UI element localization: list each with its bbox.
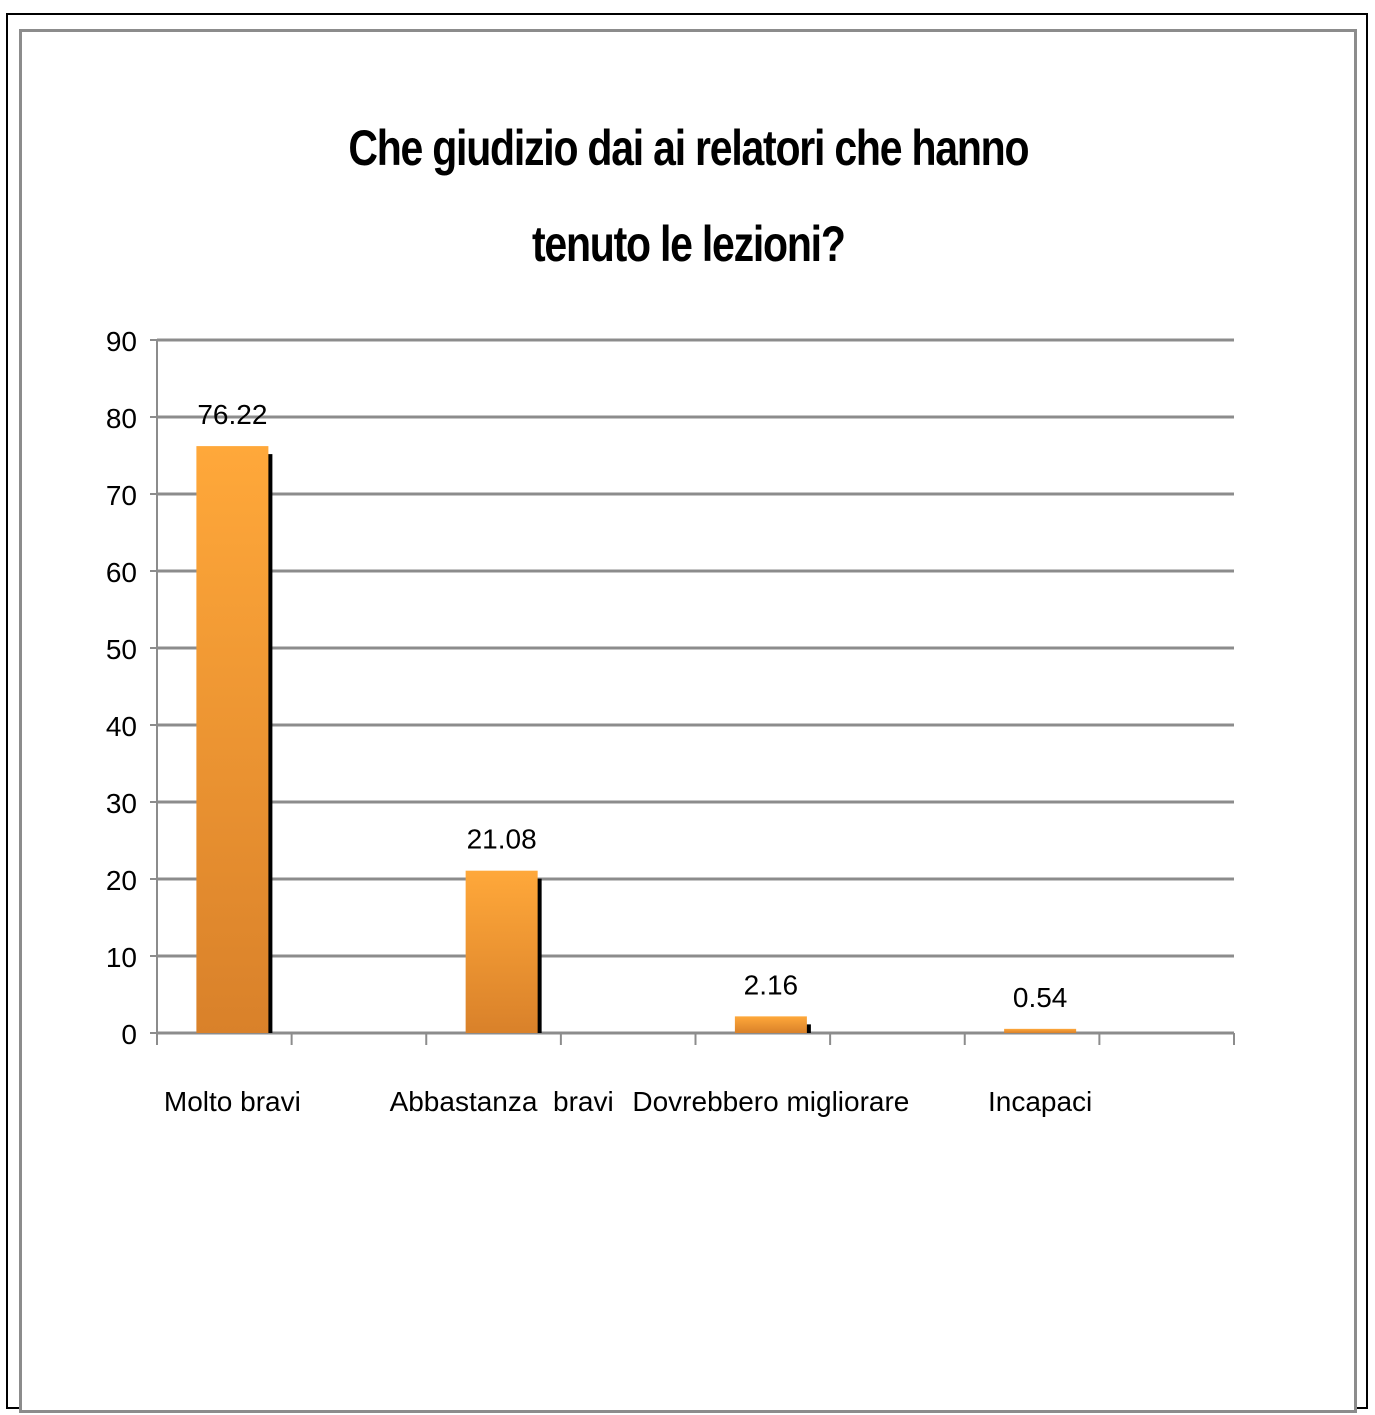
axes [150,339,1235,1045]
bar [465,870,538,1033]
y-tick-label: 80 [106,403,137,434]
x-category-label: Dovrebbero migliorare [632,1086,909,1117]
y-tick-label: 20 [106,865,137,896]
bar [734,1016,807,1033]
gridlines [157,338,1234,958]
chart-title-line-2: tenuto le lezioni? [531,216,846,272]
bar-value-label: 21.08 [467,824,537,855]
chart-title: Che giudizio dai ai relatori che hanno t… [125,100,1253,292]
bar-value-label: 76.22 [197,399,267,430]
bar [196,446,269,1034]
y-tick-label: 40 [106,711,137,742]
y-tick-label: 50 [106,634,137,665]
y-tick-label: 90 [106,326,137,357]
y-tick-label: 60 [106,557,137,588]
x-category-label: Incapaci [988,1086,1092,1117]
x-category-label: Molto bravi [164,1086,301,1117]
y-tick-label: 0 [121,1019,137,1050]
y-tick-label: 70 [106,480,137,511]
x-category-label: Abbastanza bravi [390,1086,614,1117]
bar [1004,1028,1077,1033]
labels: 0 10 20 30 40 50 60 70 80 90 76.22 Molto bravi 21.08… [106,326,1092,1117]
bar-value-label: 0.54 [1013,982,1068,1013]
y-tick-label: 30 [106,788,137,819]
bars [196,446,1077,1034]
chart-title-line-1: Che giudizio dai ai relatori che hanno [348,120,1029,176]
y-tick-label: 10 [106,942,137,973]
bar-value-label: 2.16 [744,969,799,1000]
